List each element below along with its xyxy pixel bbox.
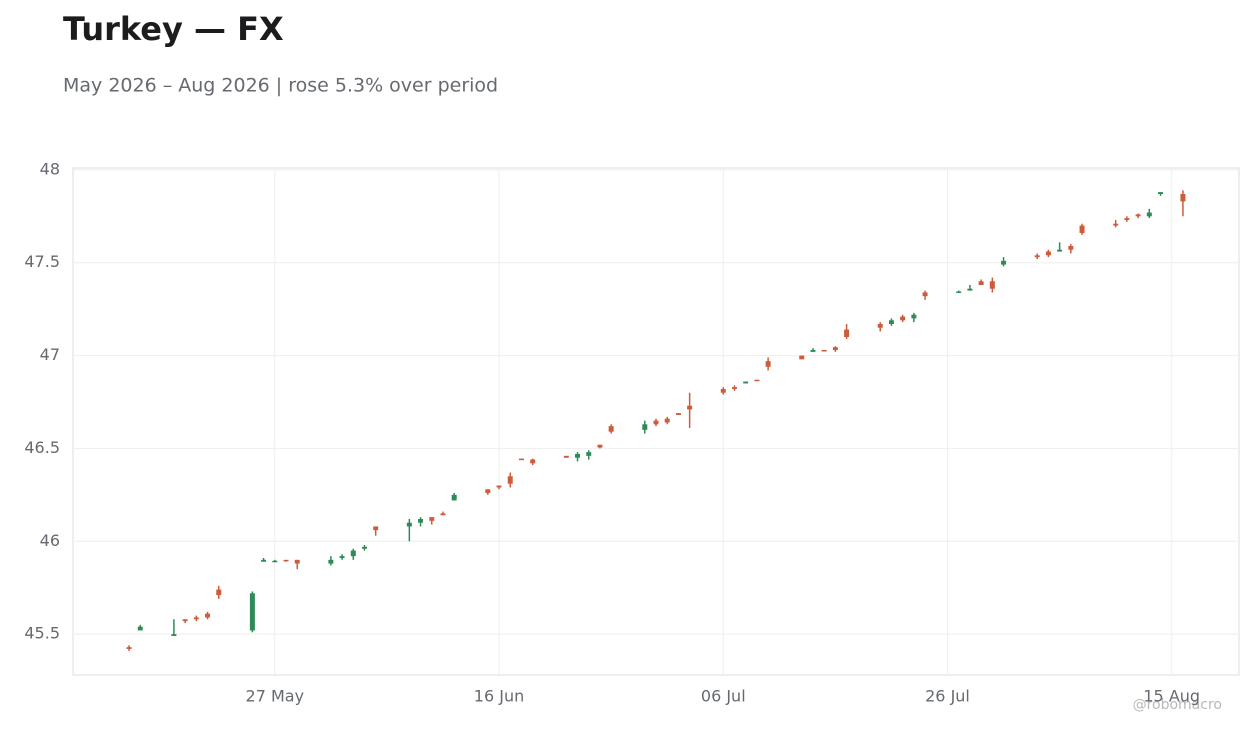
candle-body <box>731 387 737 389</box>
candle-body <box>911 314 917 319</box>
plot-frame <box>72 167 1240 676</box>
y-tick-label: 47 <box>40 345 60 364</box>
candle-body <box>429 517 435 521</box>
candle-body <box>720 389 726 393</box>
candle-body <box>1124 218 1130 220</box>
candle-body <box>597 444 603 448</box>
candle-body <box>799 355 805 360</box>
candle-body <box>283 559 289 562</box>
candle-body <box>575 454 581 458</box>
candle-body <box>261 559 267 562</box>
y-tick-label: 47.5 <box>24 252 60 271</box>
candle-body <box>821 350 827 352</box>
candle-body <box>1135 214 1141 217</box>
candle-body <box>1001 260 1007 265</box>
chart-title: Turkey — FX <box>63 10 284 48</box>
candle-body <box>216 589 222 596</box>
candle-body <box>373 526 379 531</box>
candle-body <box>922 292 928 297</box>
candle-body <box>675 413 681 415</box>
candle-body <box>339 556 345 558</box>
candle-body <box>137 626 143 631</box>
candle-body <box>608 426 614 432</box>
candle-body <box>171 634 177 636</box>
candle-body <box>406 522 412 527</box>
candle-body <box>205 613 211 618</box>
candle-body <box>440 513 446 516</box>
candle-body <box>888 320 894 324</box>
y-tick-label: 46.5 <box>24 438 60 457</box>
candle-body <box>249 593 255 631</box>
candle-body <box>687 405 693 410</box>
candle-body <box>1068 246 1074 250</box>
x-tick-label: 27 May <box>246 687 305 706</box>
candle-body <box>664 418 670 423</box>
candle-body <box>754 379 760 382</box>
candle-body <box>530 459 536 464</box>
candle-body <box>586 452 592 456</box>
candle-body <box>451 494 457 501</box>
candle-body <box>653 420 659 425</box>
candle-body <box>328 559 334 564</box>
candle-body <box>967 288 973 291</box>
candle-body <box>1146 212 1152 217</box>
x-tick-label: 06 Jul <box>701 687 746 706</box>
candle-body <box>1113 223 1119 226</box>
candle-body <box>877 324 883 328</box>
x-tick-label: 26 Jul <box>925 687 970 706</box>
y-tick-label: 48 <box>40 159 60 178</box>
candle-body <box>743 381 749 384</box>
candle-body <box>978 281 984 285</box>
candle-body <box>989 281 995 289</box>
candle-body <box>126 647 132 649</box>
y-tick-label: 46 <box>40 531 60 550</box>
candle-body <box>1079 225 1085 233</box>
candle-body <box>765 361 771 367</box>
y-tick-label: 45.5 <box>24 624 60 643</box>
candle-body <box>956 291 962 293</box>
candle-body <box>642 424 648 430</box>
candle-body <box>518 458 524 461</box>
candle-body <box>485 489 491 493</box>
candle-body <box>496 485 502 488</box>
candle-body <box>507 476 513 484</box>
candle-body <box>844 329 850 337</box>
candle-body <box>563 455 569 458</box>
candle-body <box>810 350 816 352</box>
candle-body <box>362 546 367 549</box>
candle-body <box>832 347 838 350</box>
candle-body <box>1180 194 1186 202</box>
candle-body <box>1034 255 1040 258</box>
candle-body <box>294 559 300 564</box>
watermark: @robomacro <box>1133 697 1222 713</box>
candle-body <box>1158 192 1164 194</box>
candle-body <box>900 316 906 321</box>
candle-body <box>1057 249 1063 252</box>
candle-body <box>418 519 424 523</box>
candle-body <box>272 560 278 563</box>
chart-subtitle: May 2026 – Aug 2026 | rose 5.3% over per… <box>63 75 498 97</box>
candle-body <box>193 617 199 620</box>
candle-body <box>1045 251 1051 256</box>
candle-body <box>350 550 356 557</box>
x-tick-label: 16 Jun <box>474 687 524 706</box>
x-tick-label: 15 Aug <box>1143 687 1200 706</box>
candle-body <box>182 619 188 622</box>
